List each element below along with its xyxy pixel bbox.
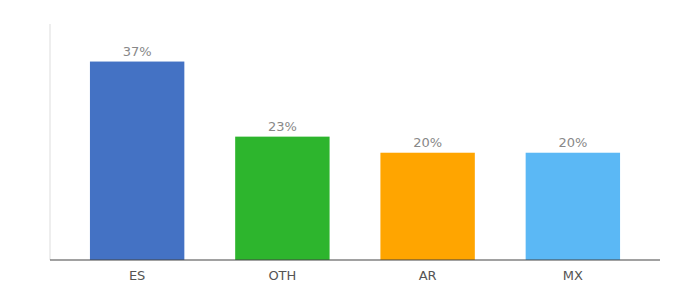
x-tick-label: AR [419, 268, 437, 283]
data-label: 23% [268, 119, 297, 134]
x-axis-line [50, 259, 660, 260]
x-tick-label: OTH [268, 268, 296, 283]
chart-container: ES OTH AR MX 37% 23% 20% 20% [0, 0, 680, 300]
bar [526, 153, 620, 260]
bars [90, 62, 620, 260]
x-tick-label: ES [129, 268, 145, 283]
page: {"chart_data": {"type": "bar", "categori… [0, 0, 680, 300]
bar [90, 62, 184, 260]
y-axis-line [50, 24, 51, 260]
data-label: 20% [558, 135, 587, 150]
chart-svg: ES OTH AR MX 37% 23% 20% 20% [0, 0, 680, 300]
data-label: 20% [413, 135, 442, 150]
bar [235, 137, 329, 260]
x-tick-label: MX [563, 268, 583, 283]
data-label: 37% [123, 44, 152, 59]
bar [380, 153, 474, 260]
